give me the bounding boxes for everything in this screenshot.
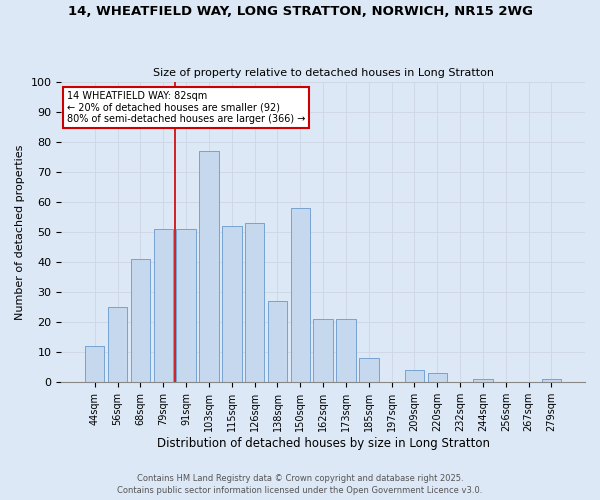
Bar	[268, 301, 287, 382]
Bar	[405, 370, 424, 382]
Bar	[542, 380, 561, 382]
Bar	[108, 307, 127, 382]
Text: 14 WHEATFIELD WAY: 82sqm
← 20% of detached houses are smaller (92)
80% of semi-d: 14 WHEATFIELD WAY: 82sqm ← 20% of detach…	[67, 90, 305, 124]
Text: 14, WHEATFIELD WAY, LONG STRATTON, NORWICH, NR15 2WG: 14, WHEATFIELD WAY, LONG STRATTON, NORWI…	[67, 5, 533, 18]
Title: Size of property relative to detached houses in Long Stratton: Size of property relative to detached ho…	[152, 68, 494, 78]
X-axis label: Distribution of detached houses by size in Long Stratton: Distribution of detached houses by size …	[157, 437, 490, 450]
Bar	[290, 208, 310, 382]
Bar	[245, 223, 265, 382]
Bar	[131, 259, 150, 382]
Bar	[199, 150, 218, 382]
Bar	[336, 319, 356, 382]
Bar	[428, 374, 447, 382]
Y-axis label: Number of detached properties: Number of detached properties	[15, 144, 25, 320]
Bar	[313, 319, 333, 382]
Bar	[154, 229, 173, 382]
Bar	[359, 358, 379, 382]
Text: Contains HM Land Registry data © Crown copyright and database right 2025.
Contai: Contains HM Land Registry data © Crown c…	[118, 474, 482, 495]
Bar	[222, 226, 242, 382]
Bar	[85, 346, 104, 382]
Bar	[473, 380, 493, 382]
Bar	[176, 229, 196, 382]
